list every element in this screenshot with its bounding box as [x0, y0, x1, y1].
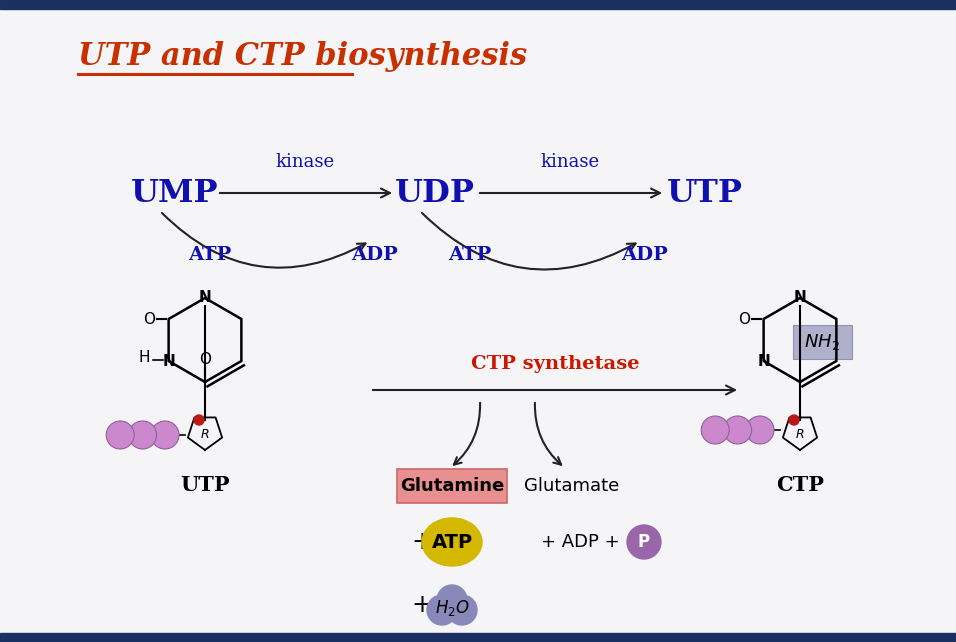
Text: +: + [412, 530, 432, 554]
Text: O: O [738, 311, 750, 327]
Text: UTP: UTP [667, 177, 743, 209]
Circle shape [129, 421, 157, 449]
Text: N: N [793, 290, 806, 306]
Text: UTP: UTP [181, 475, 229, 495]
Text: UTP and CTP biosynthesis: UTP and CTP biosynthesis [78, 40, 527, 71]
Text: P: P [638, 533, 650, 551]
Circle shape [106, 421, 134, 449]
Text: Glutamine: Glutamine [400, 477, 504, 495]
Text: +: + [412, 593, 432, 617]
Circle shape [437, 585, 467, 615]
Text: Glutamate: Glutamate [525, 477, 619, 495]
Circle shape [627, 525, 661, 559]
Text: $H_2O$: $H_2O$ [435, 598, 469, 618]
Circle shape [427, 595, 457, 625]
Text: ADP: ADP [621, 246, 668, 264]
Text: O: O [142, 311, 155, 327]
Text: UDP: UDP [395, 177, 475, 209]
Text: CTP: CTP [776, 475, 824, 495]
Text: kinase: kinase [540, 153, 599, 171]
Text: + ADP +: + ADP + [541, 533, 619, 551]
FancyBboxPatch shape [397, 469, 507, 503]
Text: R: R [795, 428, 804, 440]
Bar [0, 633, 956, 642]
Text: N: N [757, 354, 770, 369]
Circle shape [194, 415, 204, 425]
Text: R: R [201, 428, 209, 440]
Circle shape [746, 416, 774, 444]
Ellipse shape [422, 518, 482, 566]
Text: O: O [199, 352, 211, 367]
Circle shape [151, 421, 179, 449]
Text: kinase: kinase [275, 153, 335, 171]
Text: $NH_2$: $NH_2$ [804, 332, 840, 352]
Text: ADP: ADP [352, 246, 399, 264]
Text: ATP: ATP [431, 532, 472, 551]
Text: UMP: UMP [131, 177, 219, 209]
Circle shape [724, 416, 751, 444]
Text: N: N [199, 290, 211, 306]
Circle shape [701, 416, 729, 444]
Circle shape [789, 415, 799, 425]
Circle shape [447, 595, 477, 625]
FancyBboxPatch shape [793, 325, 852, 359]
Text: CTP synthetase: CTP synthetase [470, 355, 640, 373]
Bar [0, 0, 956, 9]
Text: H: H [139, 349, 150, 365]
Text: ATP: ATP [188, 246, 231, 264]
Text: N: N [163, 354, 175, 369]
Text: ATP: ATP [448, 246, 491, 264]
